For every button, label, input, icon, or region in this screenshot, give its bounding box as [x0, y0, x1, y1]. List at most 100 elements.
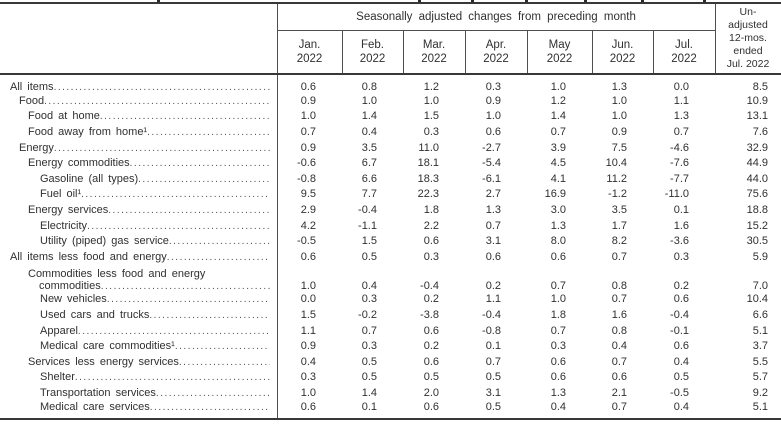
value-cell: 1.1	[485, 293, 501, 306]
value-cell: 0.3	[673, 250, 690, 263]
value-cell: 0.2	[673, 279, 690, 292]
value-cell: 5.1	[752, 400, 769, 413]
value-cell: 18.1	[417, 157, 439, 170]
value-cell: -0.5	[297, 235, 316, 248]
value-cell: -0.6	[297, 157, 316, 170]
value-cell: -4.6	[670, 141, 690, 154]
leader-dots	[175, 340, 270, 352]
value-cell: 0.6	[550, 371, 566, 384]
value-cell: 0.8	[361, 81, 377, 93]
value-cell: 7.6	[752, 125, 769, 138]
table-row: Electricity 4.2 -1.1 2.2 0.7 1.3 1.7 1.6 15.2	[0, 217, 781, 234]
value-cell: 30.5	[746, 235, 769, 248]
leader-dots	[156, 387, 270, 399]
value-cell: 2.7	[485, 188, 501, 201]
value-cell: 1.0	[361, 94, 377, 107]
value-cell: -0.8	[297, 172, 316, 185]
value-cell: -0.4	[358, 203, 377, 216]
value-cell: -0.2	[358, 308, 377, 321]
cropped-text-remnant	[584, 0, 587, 2]
value-cell: 0.2	[423, 340, 439, 353]
month-header: Feb. 2022	[341, 30, 403, 75]
leader-dots	[81, 188, 269, 200]
value-cell: 5.5	[752, 355, 769, 368]
value-cell: 1.6	[673, 219, 690, 232]
value-cell: -7.7	[670, 172, 690, 185]
value-cell: 0.6	[300, 400, 316, 413]
row-label: Transportation services	[0, 385, 278, 401]
value-cell: 1.0	[423, 94, 439, 107]
leader-dots	[169, 235, 270, 247]
value-cell: 0.7	[485, 219, 501, 232]
table-row: New vehicles 0.0 0.3 0.2 1.1 1.0 0.7 0.6 10.4	[0, 291, 781, 308]
value-cell: 0.7	[550, 324, 566, 337]
value-cell: 0.5	[423, 371, 439, 384]
value-cell: 7.0	[752, 279, 769, 292]
value-cell: 3.7	[752, 340, 769, 353]
table-row: Transportation services 1.0 1.4 2.0 3.1 1.3 2.…	[0, 385, 781, 401]
value-cell: -3.8	[420, 308, 439, 321]
value-cell: 22.3	[417, 188, 439, 201]
value-cell: 0.6	[673, 293, 690, 306]
value-cell: 0.5	[485, 371, 501, 384]
value-cell: 0.7	[673, 125, 690, 138]
value-cell: 1.0	[300, 110, 316, 123]
value-cell: 0.7	[300, 125, 316, 138]
value-cell: 3.5	[361, 141, 377, 154]
table-row: Utility (piped) gas service -0.5 1.5 0.6 3.1…	[0, 233, 781, 249]
value-cell: 2.1	[611, 386, 627, 399]
value-cell: 0.6	[423, 235, 439, 248]
row-label: Medical care commodities¹	[0, 338, 278, 354]
leader-dots	[167, 251, 270, 263]
value-cell: 1.3	[550, 386, 566, 399]
value-cell: 0.0	[300, 293, 316, 306]
value-cell: 0.5	[485, 400, 501, 413]
value-cell: 0.3	[361, 293, 377, 306]
month-header: Jun. 2022	[591, 30, 653, 75]
cropped-text-remnant	[525, 0, 528, 2]
row-label: All items less food and energy	[0, 248, 278, 265]
value-cell: 1.0	[611, 110, 627, 123]
value-cell: 0.6	[550, 355, 566, 368]
value-cell: 1.0	[300, 279, 316, 292]
value-cell: 8.5	[752, 81, 769, 93]
stub-header-blank	[0, 3, 278, 75]
month-header: Mar. 2022	[402, 30, 465, 75]
month-header: Jul. 2022	[652, 30, 716, 75]
leader-dots	[179, 356, 270, 368]
month-header: May 2022	[526, 30, 592, 75]
value-cell: 1.4	[361, 386, 377, 399]
value-cell: 1.3	[550, 219, 566, 232]
value-cell: 1.6	[611, 308, 627, 321]
month-header: Apr. 2022	[464, 30, 527, 75]
leader-dots	[107, 293, 270, 305]
leader-dots	[78, 325, 270, 337]
row-label: Shelter	[0, 369, 278, 386]
value-cell: -0.8	[482, 324, 501, 337]
leader-dots	[100, 110, 270, 122]
value-cell: -0.4	[482, 308, 501, 321]
table-row: Used cars and trucks 1.5 -0.2 -3.8 -0.4 1.8 1.…	[0, 307, 781, 323]
value-cell: -0.5	[670, 386, 690, 399]
value-cell: 0.7	[550, 125, 566, 138]
cropped-text-remnant	[157, 0, 160, 2]
table-row: Energy services 2.9 -0.4 1.8 1.3 3.0 3.5 0.1 18.…	[0, 202, 781, 218]
value-cell: 18.3	[417, 172, 439, 185]
value-cell: 0.3	[423, 125, 439, 138]
value-cell: 6.6	[752, 308, 769, 321]
row-label: Used cars and trucks	[0, 307, 278, 323]
value-cell: 5.7	[752, 371, 769, 384]
leader-dots	[75, 371, 270, 383]
value-cell: 0.3	[423, 250, 439, 263]
value-cell: 0.4	[550, 400, 566, 413]
value-cell: 4.2	[300, 219, 316, 232]
value-cell: 0.6	[485, 125, 501, 138]
value-cell: 18.8	[746, 203, 769, 216]
value-cell: -1.2	[608, 188, 627, 201]
value-cell: 0.4	[361, 279, 377, 292]
value-cell: 0.9	[611, 125, 627, 138]
value-cell: 3.1	[485, 386, 501, 399]
leader-dots	[108, 204, 269, 216]
value-cell: 3.0	[550, 203, 566, 216]
